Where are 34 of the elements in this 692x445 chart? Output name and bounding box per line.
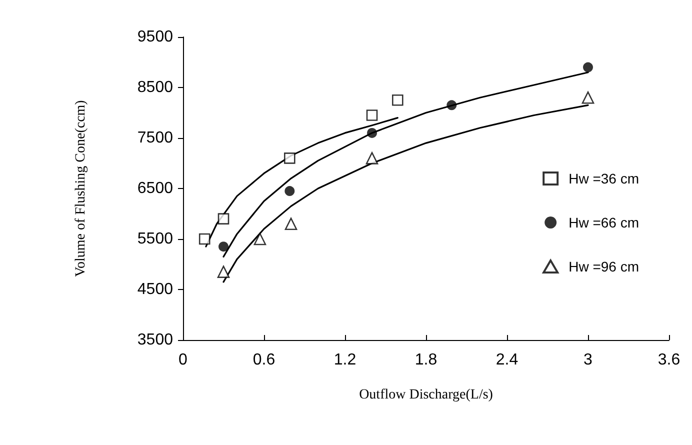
x-axis-title: Outflow Discharge(L/s) xyxy=(359,388,494,402)
y-tick-label: 3500 xyxy=(137,332,174,348)
point xyxy=(366,110,378,121)
legend-label: Hw =36 cm xyxy=(568,170,640,186)
point xyxy=(284,152,296,164)
x-tick-label: 0.6 xyxy=(252,352,276,368)
point xyxy=(218,213,230,224)
legend-label: Hw =96 cm xyxy=(568,258,640,274)
point xyxy=(582,91,594,104)
point xyxy=(366,152,378,164)
x-tick-label: 2.4 xyxy=(496,352,518,368)
point xyxy=(254,232,266,246)
x-tick-label: 1.2 xyxy=(334,352,356,368)
point xyxy=(217,266,230,278)
y-axis-title: Volume of Flushing Cone(ccm) xyxy=(74,100,88,277)
y-tick-label: 8500 xyxy=(137,79,174,96)
y-tick-label: 7500 xyxy=(137,130,174,146)
point xyxy=(284,186,295,196)
x-tick-label: 0 xyxy=(178,352,188,368)
legend-label: Hw =66 cm xyxy=(568,214,640,230)
point xyxy=(367,128,377,138)
x-tick-label: 3 xyxy=(584,352,593,368)
point xyxy=(198,233,210,245)
y-tick-label: 5500 xyxy=(137,230,174,248)
y-tick-label: 6500 xyxy=(137,180,174,197)
y-tick-label: 4500 xyxy=(137,281,174,298)
point xyxy=(446,100,457,110)
x-tick-label: 3.6 xyxy=(658,352,680,368)
point xyxy=(218,242,228,252)
point xyxy=(284,218,298,230)
y-tick-label: 9500 xyxy=(137,28,174,46)
x-tick-label: 1.8 xyxy=(414,352,438,368)
point xyxy=(392,94,404,106)
point xyxy=(583,62,593,72)
